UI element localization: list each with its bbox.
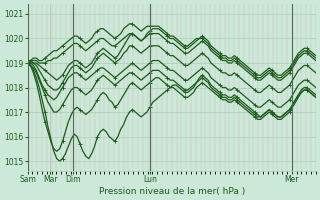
X-axis label: Pression niveau de la mer( hPa ): Pression niveau de la mer( hPa ) (99, 187, 245, 196)
